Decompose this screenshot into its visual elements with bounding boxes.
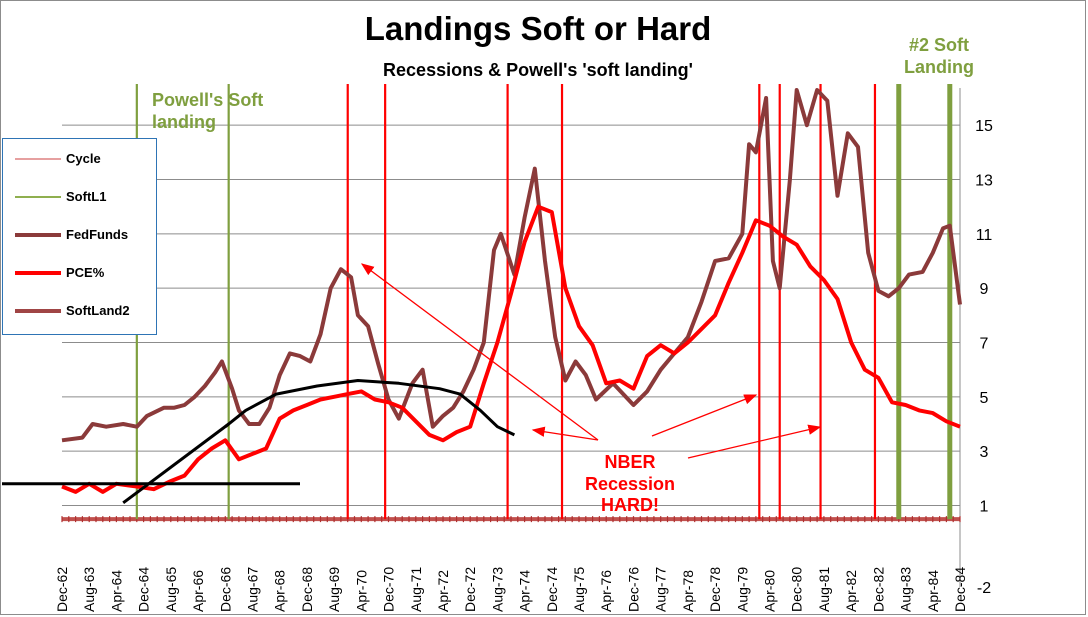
x-tick-label: Aug-71 — [408, 567, 424, 612]
x-tick-label: Dec-64 — [136, 567, 152, 612]
x-tick-label: Dec-70 — [381, 567, 397, 612]
x-tick-label: Dec-80 — [789, 567, 805, 612]
legend-label: SoftL1 — [66, 189, 107, 204]
x-tick-label: Dec-72 — [462, 567, 478, 612]
overlay-trend-line — [122, 422, 230, 505]
x-tick-label: Apr-68 — [272, 570, 288, 612]
y-tick-label: -2 — [977, 580, 991, 597]
x-tick-label: Dec-84 — [952, 567, 968, 612]
y-tick-label: 11 — [976, 227, 993, 244]
legend-label: SoftLand2 — [66, 303, 130, 318]
annotation-arrow — [687, 424, 822, 459]
annotation-arrows — [360, 263, 822, 459]
y-tick-label: 3 — [980, 444, 989, 461]
y-tick-label: 13 — [975, 173, 993, 190]
annotation-arrow — [531, 426, 599, 441]
x-tick-label: Apr-66 — [190, 570, 206, 612]
annotation-arrow — [360, 263, 599, 441]
x-tick-label: Apr-70 — [353, 570, 369, 612]
x-tick-label: Dec-76 — [625, 567, 641, 612]
legend-item: FedFunds — [15, 225, 155, 245]
legend-item: PCE% — [15, 263, 155, 283]
x-tick-label: Dec-74 — [544, 567, 560, 612]
chart-title: Landings Soft or Hard — [364, 10, 712, 47]
y-tick-label: 15 — [975, 118, 993, 135]
y-tick-label: 7 — [980, 336, 989, 353]
legend-swatch — [15, 196, 61, 198]
x-tick-label: Aug-79 — [734, 567, 750, 612]
x-tick-label: Apr-64 — [108, 570, 124, 612]
overlay-curve — [224, 379, 516, 437]
x-tick-label: Dec-82 — [870, 567, 886, 612]
y-tick-label: 1 — [980, 499, 989, 516]
legend-swatch — [15, 309, 61, 313]
annotation-second-soft-landing: #2 Soft Landing — [904, 35, 974, 77]
x-tick-label: Aug-75 — [571, 567, 587, 612]
x-tick-label: Aug-81 — [816, 567, 832, 612]
annotation-nber-recession: NBER Recession HARD! — [584, 452, 676, 516]
x-tick-label: Aug-67 — [244, 567, 260, 612]
x-tick-label: Aug-65 — [163, 567, 179, 612]
x-axis-ticks — [61, 516, 961, 523]
x-tick-label: Apr-78 — [680, 570, 696, 612]
legend-label: FedFunds — [66, 227, 129, 242]
x-tick-label: Aug-69 — [326, 567, 342, 612]
x-tick-label: Apr-76 — [598, 570, 614, 612]
x-tick-label: Aug-83 — [898, 567, 914, 612]
legend-swatch — [15, 158, 61, 160]
x-tick-label: Apr-74 — [517, 570, 533, 612]
annotation-arrow — [651, 394, 758, 437]
x-tick-label: Apr-82 — [843, 570, 859, 612]
y-tick-label: 9 — [980, 281, 989, 298]
annotation-powell-soft-landing: Powell's Soft landing — [152, 90, 264, 132]
legend-swatch — [15, 271, 61, 275]
chart-subtitle: Recessions & Powell's 'soft landing' — [383, 60, 693, 80]
legend-item: SoftLand2 — [15, 301, 155, 321]
chart-legend: Cycle SoftL1 FedFunds PCE% SoftLand2 — [2, 138, 157, 335]
legend-item: Cycle — [15, 149, 155, 169]
x-tick-label: Aug-63 — [81, 567, 97, 612]
x-tick-label: Dec-78 — [707, 567, 723, 612]
x-tick-label: Aug-77 — [653, 567, 669, 612]
x-tick-label: Aug-73 — [489, 567, 505, 612]
x-tick-label: Dec-68 — [299, 567, 315, 612]
y-tick-label: 5 — [980, 390, 989, 407]
x-tick-label: Dec-66 — [217, 567, 233, 612]
legend-swatch — [15, 233, 61, 237]
series-pce- — [61, 204, 961, 494]
x-tick-label: Apr-72 — [435, 570, 451, 612]
x-tick-label: Apr-80 — [762, 570, 778, 612]
x-tick-label: Dec-62 — [54, 567, 70, 612]
legend-label: Cycle — [66, 151, 101, 166]
x-tick-label: Apr-84 — [925, 570, 941, 612]
legend-label: PCE% — [66, 265, 105, 280]
legend-item: SoftL1 — [15, 187, 155, 207]
series-fedfunds — [61, 88, 962, 443]
